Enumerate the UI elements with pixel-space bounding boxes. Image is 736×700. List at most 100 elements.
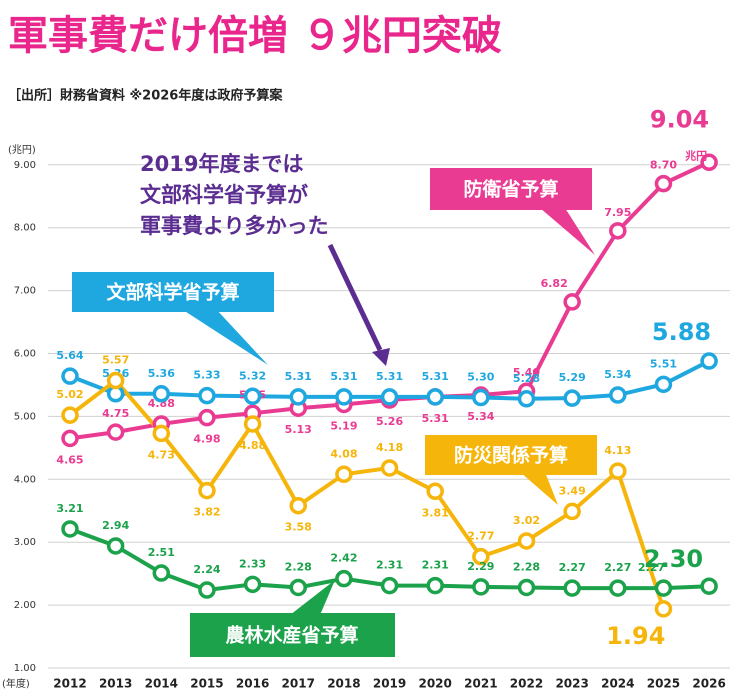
data-point xyxy=(700,352,718,370)
x-tick-label: 2022 xyxy=(510,677,543,691)
data-label: 7.95 xyxy=(604,206,631,219)
x-tick-label: 2021 xyxy=(464,677,497,691)
data-point xyxy=(609,222,627,240)
data-label: 5.51 xyxy=(650,357,677,370)
data-point xyxy=(563,502,581,521)
data-label: 4.88 xyxy=(239,439,266,452)
callout-pointer xyxy=(290,580,335,615)
data-label: 5.31 xyxy=(422,370,449,383)
x-unit: (年度) xyxy=(2,677,30,690)
data-label: 8.70 xyxy=(650,159,677,172)
callout-pointer xyxy=(540,208,595,255)
annotation-line: 軍事費より多かった xyxy=(140,214,329,238)
data-point xyxy=(106,371,125,390)
data-label: 5.88 xyxy=(652,318,711,346)
x-tick-label: 2026 xyxy=(692,677,725,691)
data-label: 2.27 xyxy=(604,561,631,574)
x-tick-label: 2017 xyxy=(282,677,315,691)
data-point xyxy=(380,576,399,595)
subtitle: ［出所］財務省資料 ※2026年度は政府予算案 xyxy=(8,88,283,104)
legend-label: 防災関係予算 xyxy=(454,444,568,467)
data-point xyxy=(198,481,216,500)
data-point xyxy=(61,429,79,448)
data-point xyxy=(700,577,718,595)
data-label: 4.75 xyxy=(102,407,129,420)
data-label: 4.88 xyxy=(148,397,175,410)
legend-label: 防衛省予算 xyxy=(463,178,558,201)
data-label: 2.31 xyxy=(376,559,403,572)
data-point xyxy=(426,576,444,595)
callout-box xyxy=(425,435,597,475)
callout-pointer xyxy=(180,308,268,365)
data-label: 5.31 xyxy=(422,412,449,425)
data-point xyxy=(426,482,444,501)
data-label: 5.57 xyxy=(102,354,129,367)
y-tick-label: 6.00 xyxy=(14,349,36,360)
data-label: 5.33 xyxy=(193,369,220,382)
data-label: 4.08 xyxy=(330,447,357,460)
data-point xyxy=(61,406,79,424)
y-unit: (兆円) xyxy=(8,144,36,156)
data-point xyxy=(609,386,627,404)
callout-pointer xyxy=(520,472,558,505)
y-tick-label: 5.00 xyxy=(14,411,36,422)
data-label: 5.28 xyxy=(513,372,540,385)
x-tick-label: 2023 xyxy=(555,677,588,691)
arrow-head xyxy=(372,348,390,366)
data-label: 1.94 xyxy=(606,622,665,650)
data-label: 2.77 xyxy=(467,530,494,543)
data-label: 3.49 xyxy=(559,484,586,497)
data-label: 5.40 xyxy=(513,366,540,379)
data-point xyxy=(198,386,216,405)
data-point xyxy=(243,415,262,433)
data-label: 5.19 xyxy=(330,419,357,432)
callout-box xyxy=(72,272,274,312)
data-point xyxy=(289,388,307,406)
data-label: 6.82 xyxy=(541,277,568,290)
data-point xyxy=(517,390,536,408)
data-label: 2.42 xyxy=(330,552,357,565)
series-line xyxy=(68,377,666,610)
data-label: 2.28 xyxy=(285,560,312,573)
y-tick-label: 2.00 xyxy=(14,600,36,611)
data-label: 3.02 xyxy=(513,514,540,527)
x-tick-label: 2018 xyxy=(327,677,360,691)
data-point xyxy=(289,578,307,597)
data-point xyxy=(61,367,79,385)
data-point xyxy=(335,569,353,588)
legend-label: 文部科学省予算 xyxy=(106,281,239,304)
data-label: 4.65 xyxy=(56,453,83,466)
data-label: 4.98 xyxy=(193,433,220,446)
x-tick-label: 2012 xyxy=(53,677,86,691)
data-label: 5.13 xyxy=(285,423,312,436)
data-point xyxy=(472,578,490,596)
data-label: 3.58 xyxy=(285,521,312,534)
data-label: 5.34 xyxy=(604,368,631,381)
data-label: 5.29 xyxy=(559,371,586,384)
data-label: 5.02 xyxy=(56,388,83,401)
data-label: 5.30 xyxy=(467,371,494,384)
x-tick-label: 2015 xyxy=(190,677,223,691)
data-label: 2.31 xyxy=(422,559,449,572)
data-point xyxy=(152,424,171,443)
y-tick-label: 1.00 xyxy=(14,663,36,674)
data-point xyxy=(243,575,262,594)
x-tick-label: 2016 xyxy=(236,677,269,691)
data-label: 2.27 xyxy=(559,561,586,574)
x-tick-label: 2024 xyxy=(601,677,634,691)
data-point xyxy=(380,388,399,406)
data-point xyxy=(654,174,673,193)
data-point xyxy=(472,547,490,566)
data-label: 5.31 xyxy=(376,370,403,383)
data-label: 4.73 xyxy=(148,448,175,461)
legend-label: 農林水産省予算 xyxy=(225,624,358,647)
data-label: 4.13 xyxy=(604,444,631,457)
data-label: 9.04 xyxy=(650,105,709,133)
data-point xyxy=(517,578,536,597)
data-label: 5.34 xyxy=(467,410,494,423)
data-point xyxy=(426,388,444,406)
data-label: 5.32 xyxy=(239,369,266,382)
x-tick-label: 2020 xyxy=(418,677,451,691)
data-point xyxy=(380,459,399,477)
